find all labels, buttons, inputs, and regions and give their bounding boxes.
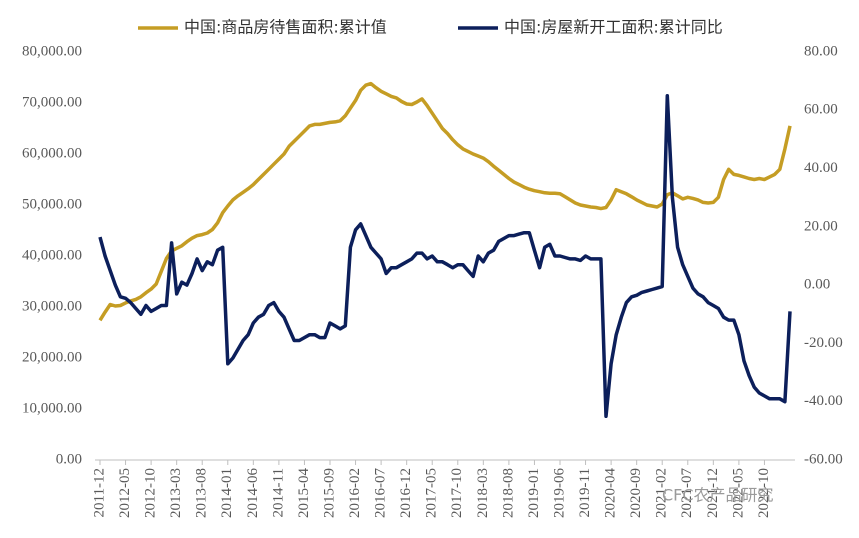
y-tick-label: 70,000.00	[22, 94, 82, 110]
x-tick-label: 2021-07	[679, 468, 695, 518]
x-tick-label: 2017-10	[449, 468, 465, 518]
x-tick-label: 2019-01	[526, 468, 542, 518]
x-tick-label: 2018-08	[500, 468, 516, 518]
x-tick-label: 2017-05	[424, 468, 440, 518]
y-tick-label: 60,000.00	[22, 145, 82, 161]
y2-tick-label: -40.00	[804, 393, 843, 409]
y-tick-label: 20,000.00	[22, 349, 82, 365]
x-tick-label: 2020-04	[603, 468, 619, 518]
x-tick-label: 2014-01	[219, 468, 235, 518]
x-tick-label: 2016-07	[373, 468, 389, 518]
series-line	[98, 81, 792, 322]
y-tick-label: 0.00	[56, 451, 82, 467]
x-tick-label: 2015-04	[296, 468, 312, 518]
x-tick-label: 2014-06	[245, 468, 261, 518]
x-tick-label: 2022-05	[730, 468, 746, 518]
y2-tick-label: -20.00	[804, 335, 843, 351]
y2-tick-label: 80.00	[804, 43, 838, 59]
x-tick-label: 2021-02	[654, 468, 670, 518]
x-tick-label: 2016-02	[347, 468, 363, 518]
series-line	[98, 93, 792, 419]
watermark: CFC农产品研究	[662, 486, 774, 505]
x-tick-label: 2012-05	[117, 468, 133, 518]
x-tick-label: 2012-10	[143, 468, 159, 518]
x-tick-label: 2022-10	[756, 468, 772, 518]
legend-label: 中国:房屋新开工面积:累计同比	[504, 18, 723, 37]
y-tick-label: 30,000.00	[22, 298, 82, 314]
x-tick-label: 2020-09	[628, 468, 644, 518]
x-tick-label: 2013-03	[168, 468, 184, 518]
x-tick-label: 2011-12	[91, 468, 107, 517]
y-tick-label: 10,000.00	[22, 400, 82, 416]
y-tick-label: 80,000.00	[22, 43, 82, 59]
y2-tick-label: 0.00	[804, 277, 830, 293]
y2-tick-label: 40.00	[804, 160, 838, 176]
y-tick-label: 50,000.00	[22, 196, 82, 212]
x-tick-label: 2018-03	[475, 468, 491, 518]
x-tick-label: 2013-08	[194, 468, 210, 518]
y2-tick-label: 20.00	[804, 218, 838, 234]
x-tick-label: 2019-06	[551, 468, 567, 518]
x-tick-label: 2021-12	[705, 468, 721, 518]
legend: 中国:商品房待售面积:累计值 中国:房屋新开工面积:累计同比	[138, 18, 723, 37]
y2-tick-label: 60.00	[804, 102, 838, 118]
y2-tick-label: -60.00	[804, 451, 843, 467]
x-tick-label: 2019-11	[577, 468, 593, 517]
y-tick-label: 40,000.00	[22, 247, 82, 263]
x-tick-label: 2016-12	[398, 468, 414, 518]
x-tick-label: 2015-09	[321, 468, 337, 518]
legend-label: 中国:商品房待售面积:累计值	[184, 18, 387, 37]
x-tick-label: 2014-11	[270, 468, 286, 517]
